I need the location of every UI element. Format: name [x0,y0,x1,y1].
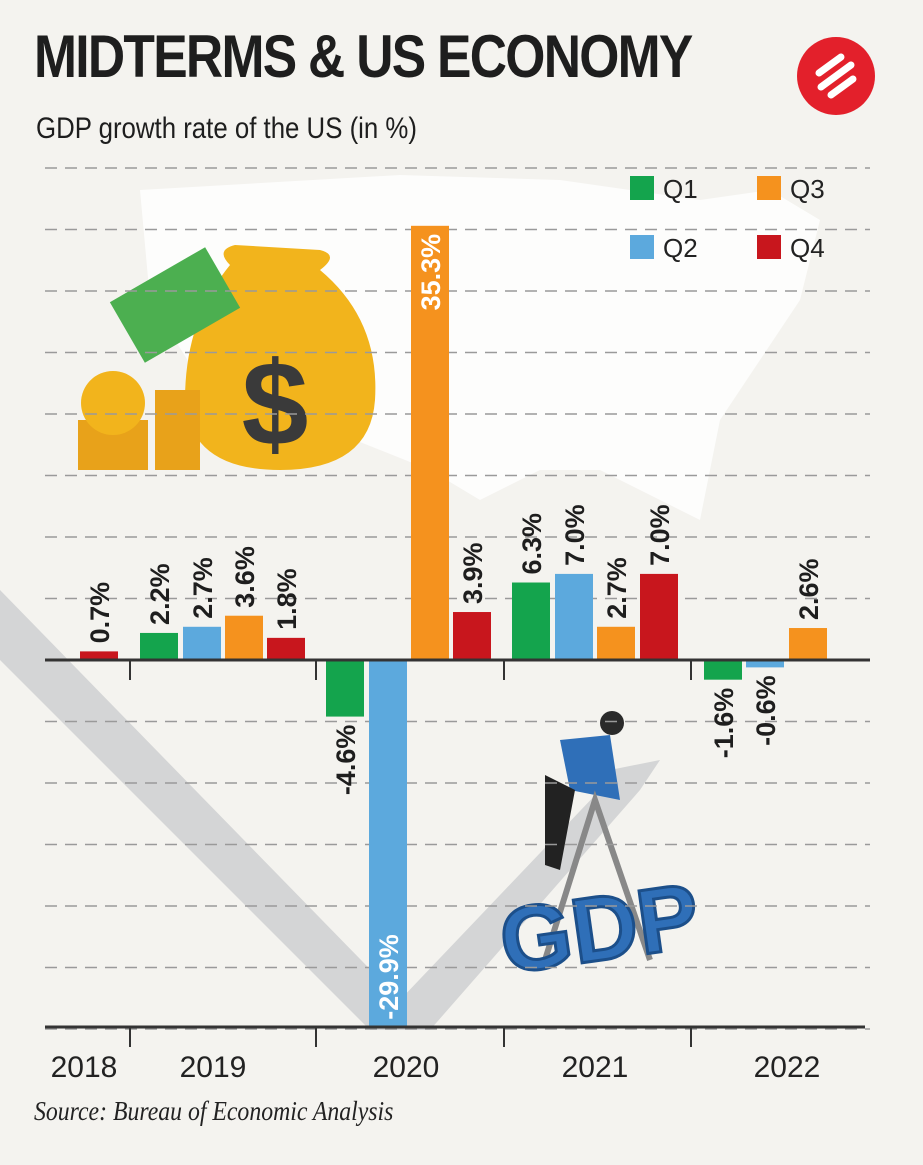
bar-2019-q3 [225,615,263,660]
year-label-2021: 2021 [562,1051,629,1084]
data-label: -4.6% [331,725,361,796]
bar-2020-q1 [326,660,364,717]
legend-swatch-q1 [630,176,654,200]
legend-swatch-q2 [630,235,654,259]
bar-2019-q1 [140,632,178,660]
bar-2021-q2 [555,573,593,660]
bar-2019-q2 [183,626,221,660]
bar-2020-q4 [453,612,491,660]
bar-2021-q4 [640,573,678,660]
data-label: 6.3% [517,513,547,575]
bar-2022-q1 [704,660,742,680]
bar-2022-q3 [789,628,827,660]
data-label: 2.7% [602,557,632,619]
logo-icon [815,53,857,99]
background-illustration: $ GDP [0,175,820,1030]
data-label: 35.3% [416,234,446,311]
data-label: 7.0% [560,504,590,566]
bar-2021-q3 [597,626,635,660]
publisher-logo [797,37,875,115]
data-label: 2.7% [188,557,218,619]
year-label-2020: 2020 [373,1051,440,1084]
page-title: MIDTERMS & US ECONOMY [34,23,693,90]
legend-label-q1: Q1 [663,174,698,204]
legend-label-q3: Q3 [790,174,825,204]
bar-2022-q2 [746,660,784,668]
bar-2019-q4 [267,637,305,660]
data-label: -0.6% [751,675,781,746]
data-label: 3.9% [458,542,488,604]
chart-subtitle: GDP growth rate of the US (in %) [36,112,417,145]
year-label-2019: 2019 [180,1051,247,1084]
trend-arrow [0,590,660,1030]
bar-2021-q1 [512,582,550,660]
legend-label-q4: Q4 [790,233,825,263]
coin-stack-icon [78,371,200,470]
data-label: 2.2% [145,563,175,625]
data-label: 1.8% [272,568,302,630]
data-label: -1.6% [709,688,739,759]
legend-label-q2: Q2 [663,233,698,263]
data-label: 7.0% [645,504,675,566]
legend-swatch-q4 [757,235,781,259]
data-label: 2.6% [794,558,824,620]
dollar-bills-icon [109,247,241,363]
source-note: Source: Bureau of Economic Analysis [34,1096,394,1126]
data-label: 3.6% [230,546,260,608]
bar-2020-q2 [369,660,407,1028]
data-label: 0.7% [85,582,115,644]
bar-2018-q4 [80,651,118,660]
year-label-2018: 2018 [51,1051,118,1084]
legend-swatch-q3 [757,176,781,200]
bar-2020-q3 [411,225,449,660]
data-label: -29.9% [374,934,404,1020]
year-label-2022: 2022 [754,1051,821,1084]
dollar-icon: $ [242,337,309,471]
